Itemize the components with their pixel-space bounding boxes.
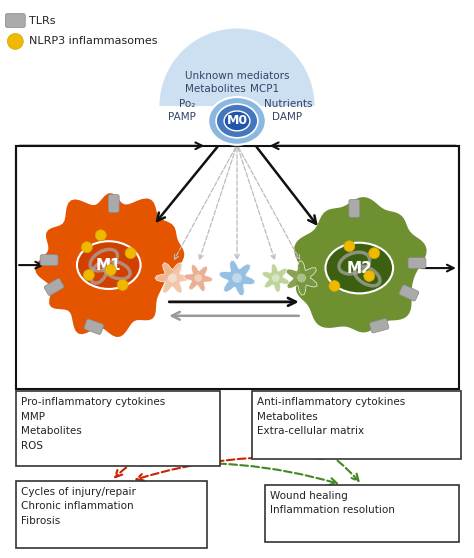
Circle shape xyxy=(344,240,355,252)
Circle shape xyxy=(83,270,94,281)
FancyBboxPatch shape xyxy=(265,485,459,542)
Text: Po₂: Po₂ xyxy=(179,99,195,109)
FancyBboxPatch shape xyxy=(349,199,360,218)
Circle shape xyxy=(272,274,280,282)
Text: DAMP: DAMP xyxy=(272,112,302,122)
Text: Nutrients: Nutrients xyxy=(264,99,313,109)
Text: TLRs: TLRs xyxy=(29,16,56,26)
Circle shape xyxy=(369,248,380,258)
FancyBboxPatch shape xyxy=(399,285,419,301)
Ellipse shape xyxy=(224,111,250,131)
Polygon shape xyxy=(155,263,190,294)
Text: Wound healing
Inflammation resolution: Wound healing Inflammation resolution xyxy=(270,490,395,515)
Circle shape xyxy=(117,280,128,290)
Polygon shape xyxy=(219,260,255,296)
Text: PAMP: PAMP xyxy=(168,112,196,122)
FancyBboxPatch shape xyxy=(408,258,426,268)
Text: NLRP3 inflammasomes: NLRP3 inflammasomes xyxy=(29,36,158,46)
Circle shape xyxy=(125,248,136,258)
FancyBboxPatch shape xyxy=(370,319,389,333)
Wedge shape xyxy=(159,28,315,106)
Text: M2: M2 xyxy=(346,261,372,276)
Text: Metabolites: Metabolites xyxy=(185,84,246,94)
FancyBboxPatch shape xyxy=(44,278,64,296)
Ellipse shape xyxy=(326,243,393,294)
Text: MCP1: MCP1 xyxy=(250,84,279,94)
FancyBboxPatch shape xyxy=(5,13,25,27)
Circle shape xyxy=(8,33,23,49)
Polygon shape xyxy=(35,193,184,337)
Ellipse shape xyxy=(77,241,141,289)
Circle shape xyxy=(105,264,116,276)
Polygon shape xyxy=(286,261,317,295)
Circle shape xyxy=(82,242,92,253)
FancyBboxPatch shape xyxy=(252,391,461,459)
Text: Pro-inflammatory cytokines
MMP
Metabolites
ROS: Pro-inflammatory cytokines MMP Metabolit… xyxy=(21,397,165,450)
Circle shape xyxy=(95,230,106,240)
Polygon shape xyxy=(294,197,427,333)
FancyBboxPatch shape xyxy=(16,481,207,549)
Circle shape xyxy=(297,273,306,282)
Circle shape xyxy=(168,273,177,282)
Text: M1: M1 xyxy=(96,258,121,272)
FancyBboxPatch shape xyxy=(108,195,119,213)
Circle shape xyxy=(329,281,340,291)
Text: Anti-inflammatory cytokines
Metabolites
Extra-cellular matrix: Anti-inflammatory cytokines Metabolites … xyxy=(257,397,405,436)
Polygon shape xyxy=(184,264,213,291)
Text: Unknown mediators: Unknown mediators xyxy=(185,71,289,81)
Text: Cycles of injury/repair
Chronic inflammation
Fibrosis: Cycles of injury/repair Chronic inflamma… xyxy=(21,487,136,526)
Circle shape xyxy=(364,271,374,281)
FancyBboxPatch shape xyxy=(40,254,58,266)
FancyBboxPatch shape xyxy=(84,319,104,334)
FancyBboxPatch shape xyxy=(16,391,220,466)
Text: M0: M0 xyxy=(227,114,247,127)
Polygon shape xyxy=(262,263,290,292)
Circle shape xyxy=(232,273,242,283)
Ellipse shape xyxy=(216,104,258,138)
Ellipse shape xyxy=(208,97,266,145)
Circle shape xyxy=(194,274,202,282)
